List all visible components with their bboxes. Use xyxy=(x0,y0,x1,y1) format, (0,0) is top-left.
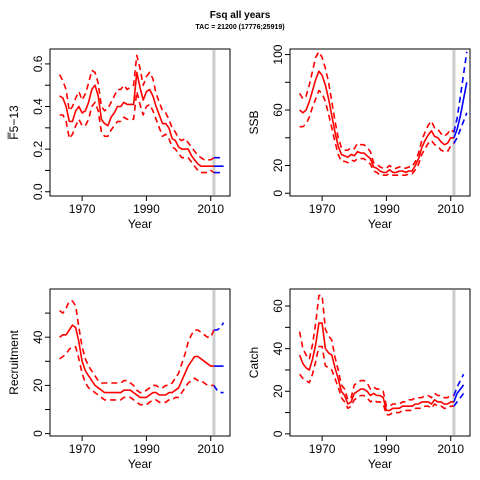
recruitment-y-tick-label: 20 xyxy=(31,378,45,392)
fbar-plot-frame xyxy=(49,48,231,197)
catch-x-tick-label: 1970 xyxy=(309,442,336,456)
ssb-y-axis-label: SSB xyxy=(247,110,261,134)
catch-y-tick-label: 20 xyxy=(271,384,285,398)
panel-fbar: 1970 1990 2010 0.0 0.2 0.4 0.6 Year F̅5−13 xyxy=(7,48,231,231)
catch-x-tick-label: 1990 xyxy=(373,442,400,456)
recruitment-x-tick-label: 1990 xyxy=(133,442,160,456)
catch-x-tick-label: 2010 xyxy=(437,442,464,456)
ssb-historic-median-line xyxy=(299,70,454,174)
catch-historic-lower-line xyxy=(298,345,454,416)
figure-title: Fsq all years xyxy=(209,10,271,21)
catch-y-tick-label: 40 xyxy=(271,342,285,356)
ssb-x-tick-label: 1970 xyxy=(309,202,336,216)
panel-recruitment: 1970 1990 2010 0 20 40 Year Recruitment xyxy=(7,288,231,471)
figure-subtitle: TAC = 21200 (17776;25919) xyxy=(195,24,285,31)
panel-ssb: 1970 1990 2010 0 20 60 100 Year SSB xyxy=(247,44,471,231)
ssb-forecast-lower-line xyxy=(453,112,468,144)
catch-y-tick-label: 60 xyxy=(271,299,285,313)
ssb-y-tick-label: 100 xyxy=(271,44,285,64)
fbar-y-tick-label: 0.6 xyxy=(31,55,45,72)
recruitment-forecast-upper-line xyxy=(213,322,225,331)
recruitment-historic-upper-line xyxy=(59,300,215,394)
recruitment-x-tick-label: 1970 xyxy=(69,442,96,456)
recruitment-x-tick-label: 2010 xyxy=(197,442,224,456)
ssb-y-tick-label: 0 xyxy=(271,190,285,197)
fbar-historic-lower-line xyxy=(59,90,215,174)
fbar-y-tick-label: 0.2 xyxy=(31,140,45,157)
recruitment-y-tick-label: 0 xyxy=(31,430,45,437)
ssb-x-tick-label: 1990 xyxy=(373,202,400,216)
ssb-plot-frame xyxy=(289,48,471,197)
fbar-x-tick-label: 1990 xyxy=(133,202,160,216)
ssb-historic-upper-line xyxy=(298,50,455,170)
fbar-x-tick-label: 2010 xyxy=(197,202,224,216)
fbar-y-tick-label: 0.0 xyxy=(31,183,45,200)
catch-forecast-lower-line xyxy=(453,392,465,407)
ssb-y-tick-label: 60 xyxy=(271,103,285,117)
catch-plot-frame xyxy=(289,288,471,437)
catch-forecast-median-line xyxy=(453,384,465,403)
catch-historic-median-line xyxy=(298,322,454,412)
catch-historic-upper-line xyxy=(298,294,454,408)
recruitment-plot-frame xyxy=(49,288,231,437)
catch-x-axis-label: Year xyxy=(368,457,392,471)
ssb-forecast-median-line xyxy=(453,82,468,139)
recruitment-x-axis-label: Year xyxy=(128,457,152,471)
panel-catch: 1970 1990 2010 0 20 40 60 Year Catch xyxy=(247,288,471,471)
fbar-x-tick-label: 1970 xyxy=(69,202,96,216)
catch-y-tick-label: 0 xyxy=(271,430,285,437)
fbar-y-tick-label: 0.4 xyxy=(31,98,45,115)
recruitment-y-axis-label: Recruitment xyxy=(7,329,21,394)
recruitment-forecast-lower-line xyxy=(213,384,224,394)
recruitment-historic-median-line xyxy=(59,324,214,399)
catch-forecast-upper-line xyxy=(453,373,465,396)
ssb-x-axis-label: Year xyxy=(368,217,392,231)
recruitment-historic-lower-line xyxy=(59,345,214,406)
fbar-y-axis-label: F̅5−13 xyxy=(7,105,21,140)
recruitment-y-tick-label: 40 xyxy=(31,330,45,344)
fbar-x-axis-label: Year xyxy=(128,217,152,231)
catch-y-axis-label: Catch xyxy=(247,347,261,378)
ssb-historic-lower-line xyxy=(299,89,455,176)
fbar-historic-upper-line xyxy=(58,54,215,161)
ssb-y-tick-label: 20 xyxy=(271,158,285,172)
ssb-x-tick-label: 2010 xyxy=(437,202,464,216)
fbar-historic-median-line xyxy=(59,71,214,167)
